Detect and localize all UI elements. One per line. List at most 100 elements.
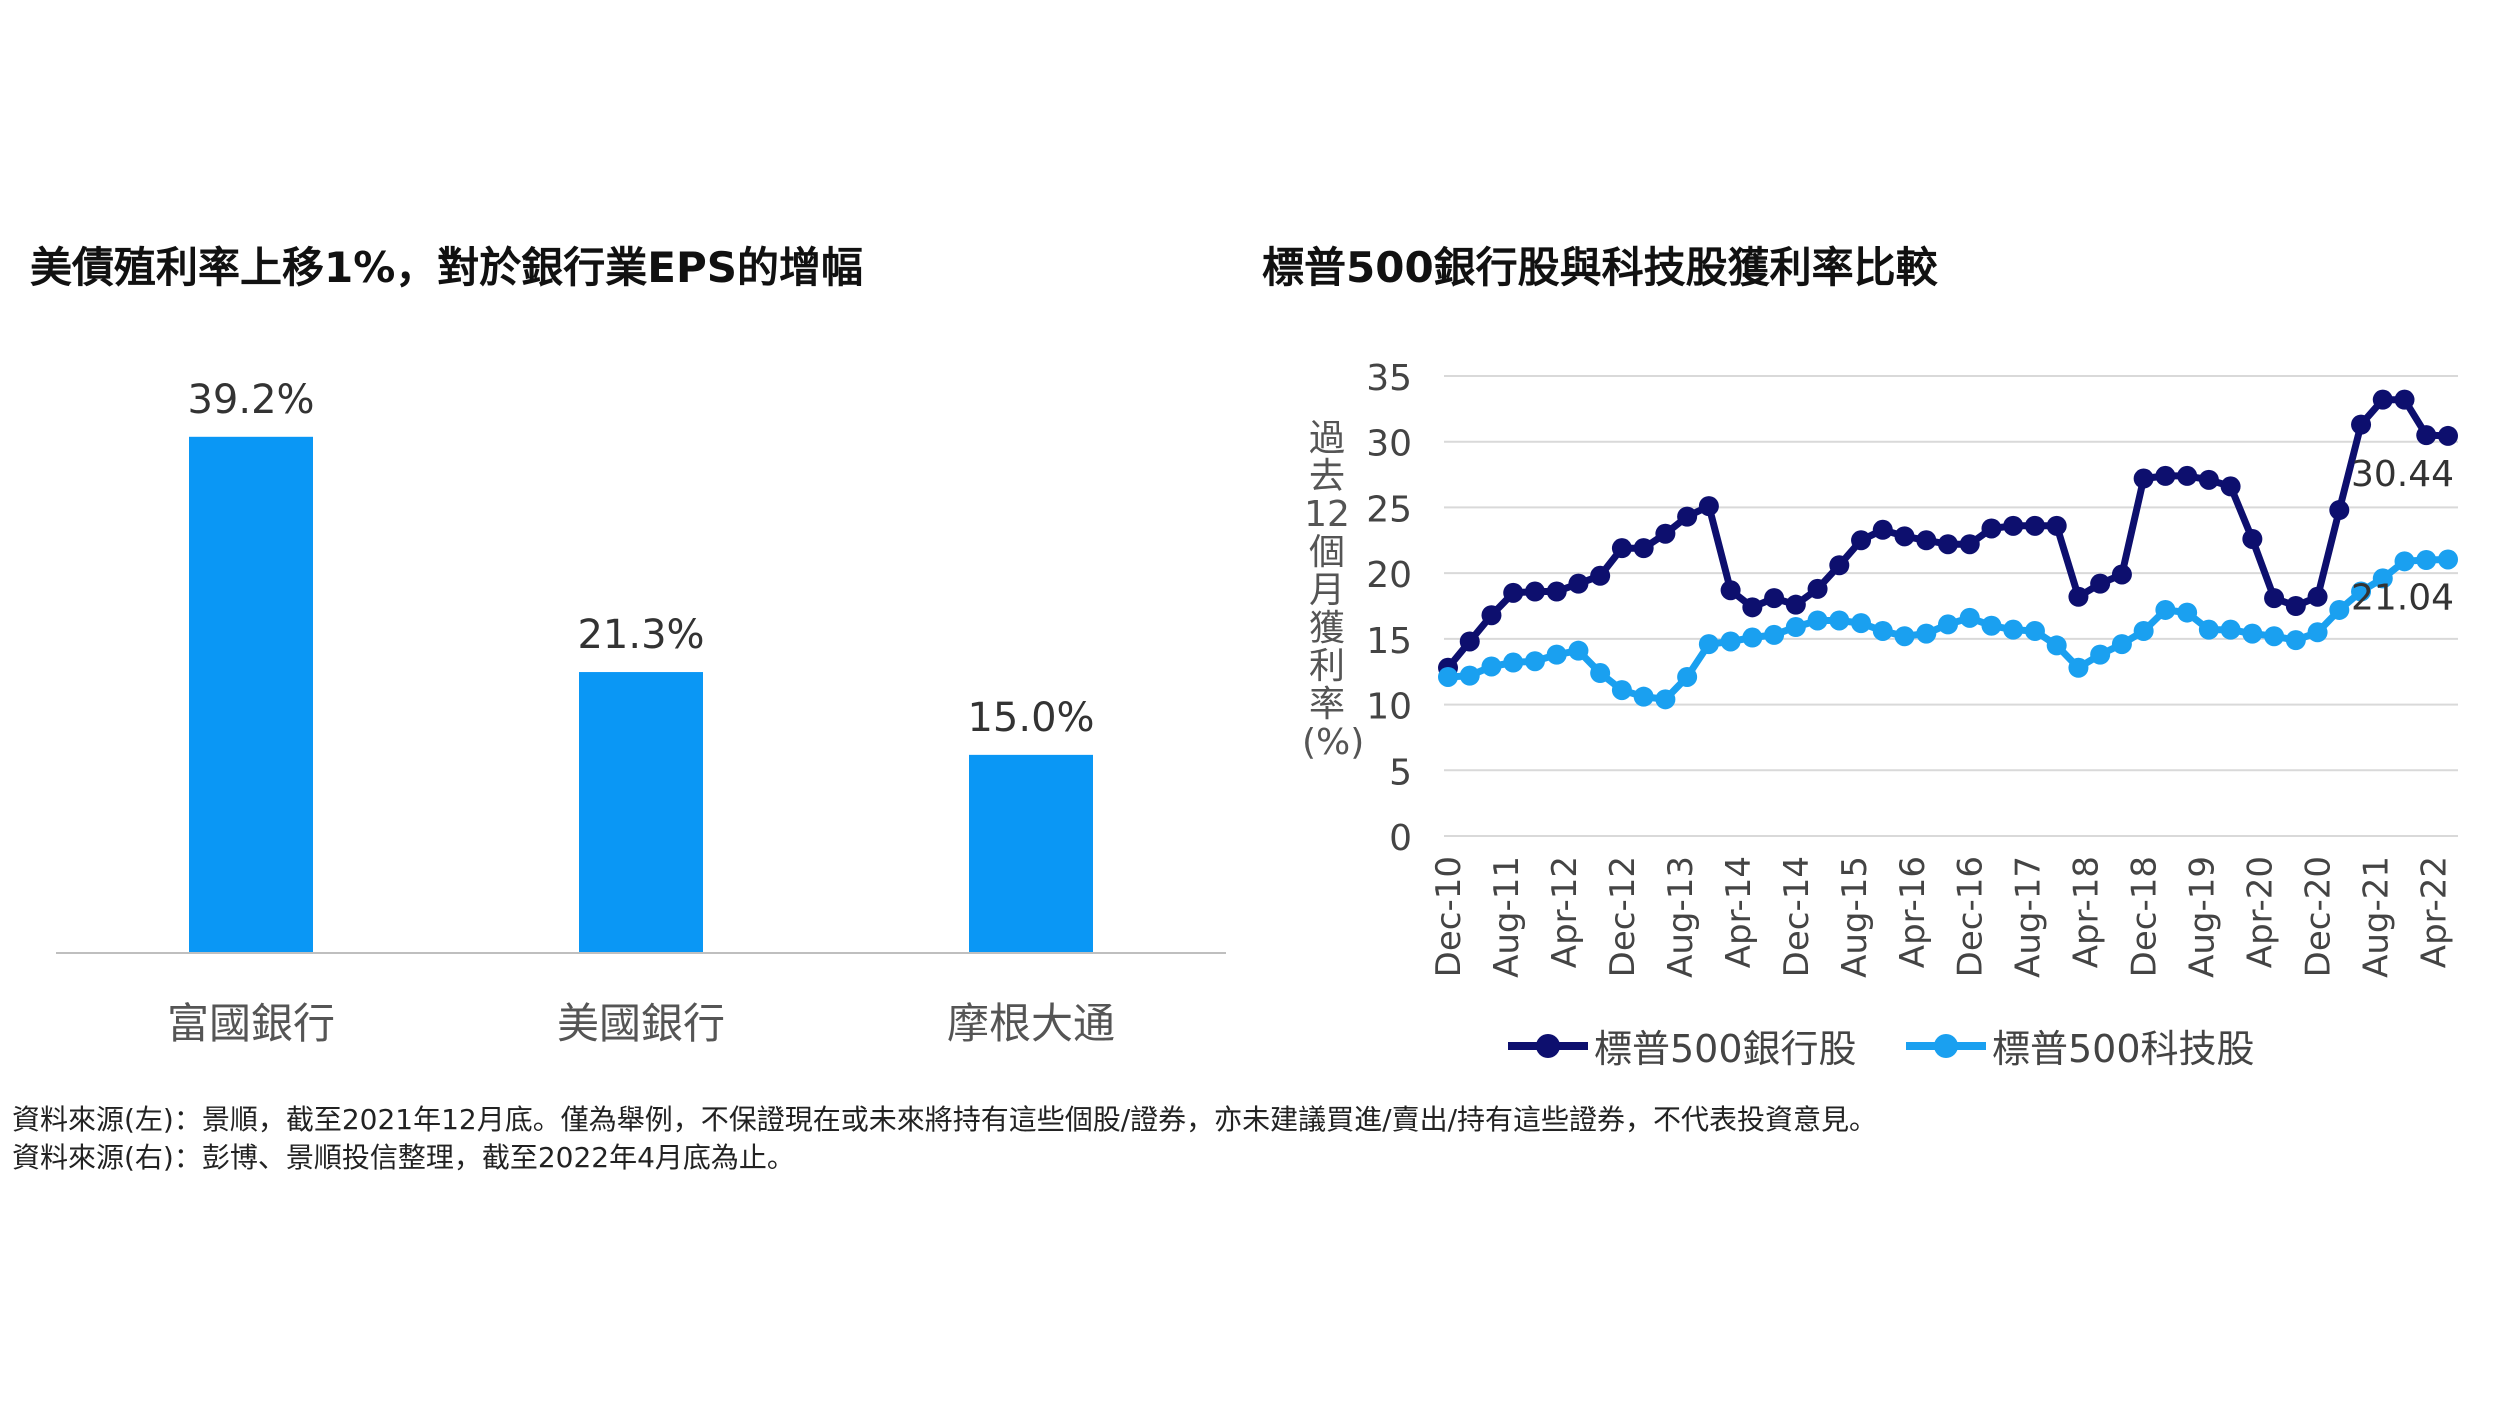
legend-swatch-bank (1508, 1033, 1588, 1058)
end-value-label-tech: 21.04 (2351, 577, 2454, 618)
data-point-tech-11 (1677, 666, 1698, 687)
data-point-bank-19 (1851, 530, 1872, 551)
y-tick-label-5: 25 (1366, 489, 1412, 530)
data-point-bank-33 (2155, 465, 2176, 486)
x-tick-label-16: Aug-21 (2357, 856, 2397, 978)
bar-category-label-3: 摩根大通 (947, 999, 1115, 1048)
data-point-bank-37 (2242, 528, 2263, 549)
data-point-tech-8 (1611, 680, 1632, 701)
data-point-tech-22 (1916, 623, 1937, 644)
source-note-right: 資料來源(右)：彭博、景順投信整理，截至2022年4月底為止。 (12, 1141, 795, 1174)
data-point-tech-42 (2351, 581, 2372, 602)
data-point-bank-17 (1807, 578, 1828, 599)
data-point-bank-8 (1611, 538, 1632, 559)
data-point-tech-39 (2285, 630, 2306, 651)
data-point-bank-10 (1655, 523, 1676, 544)
data-point-tech-17 (1807, 610, 1828, 631)
data-point-bank-2 (1481, 605, 1502, 626)
bar-2 (579, 672, 703, 952)
data-point-bank-28 (2046, 515, 2067, 536)
x-tick-label-13: Aug-19 (2183, 856, 2223, 978)
data-point-tech-14 (1742, 627, 1763, 648)
data-point-tech-6 (1568, 640, 1589, 661)
data-point-tech-26 (2003, 619, 2024, 640)
x-tick-label-15: Dec-20 (2299, 856, 2339, 977)
data-point-tech-7 (1590, 663, 1611, 684)
x-tick-label-1: Aug-11 (1487, 856, 1527, 978)
data-point-tech-40 (2307, 622, 2328, 643)
data-point-tech-29 (2068, 657, 2089, 678)
data-point-tech-35 (2198, 619, 2219, 640)
data-point-tech-36 (2220, 619, 2241, 640)
left-chart-title: 美債殖利率上移1%，對於銀行業EPS的增幅 (30, 243, 864, 292)
data-point-tech-18 (1829, 610, 1850, 631)
x-tick-label-0: Dec-10 (1429, 856, 1469, 977)
x-tick-label-6: Dec-14 (1777, 856, 1817, 977)
x-tick-label-2: Apr-12 (1545, 856, 1585, 968)
data-point-tech-28 (2046, 635, 2067, 656)
line-chart: 0 5 10 15 20 25 30 35 Dec-10 Aug-11 Apr-12 Dec-12 Au… (1366, 358, 2458, 978)
x-tick-label-14: Apr-20 (2241, 856, 2281, 968)
data-point-tech-25 (1981, 615, 2002, 636)
x-tick-label-7: Aug-15 (1835, 856, 1875, 978)
data-point-tech-21 (1894, 626, 1915, 647)
data-point-tech-19 (1851, 613, 1872, 634)
data-point-bank-1 (1459, 631, 1480, 652)
data-point-bank-21 (1894, 526, 1915, 547)
x-tick-label-12: Dec-18 (2125, 856, 2165, 977)
data-point-bank-6 (1568, 573, 1589, 594)
x-tick-label-9: Dec-16 (1951, 856, 1991, 977)
bar-value-label-2: 21.3% (577, 612, 704, 658)
data-point-tech-31 (2111, 634, 2132, 655)
data-point-tech-24 (1959, 607, 1980, 628)
data-point-bank-15 (1764, 588, 1785, 609)
data-point-bank-13 (1720, 580, 1741, 601)
bar-category-label-2: 美國銀行 (557, 999, 725, 1048)
data-point-tech-10 (1655, 689, 1676, 710)
data-point-bank-27 (2024, 515, 2045, 536)
data-point-bank-39 (2285, 596, 2306, 616)
bar-value-label-3: 15.0% (967, 695, 1094, 741)
data-point-bank-12 (1698, 496, 1719, 517)
data-point-bank-4 (1524, 581, 1545, 602)
bar-value-label-1: 39.2% (187, 377, 314, 423)
data-point-bank-29 (2068, 586, 2089, 607)
data-point-tech-1 (1459, 665, 1480, 686)
bar-chart: 39.2% 富國銀行 21.3% 美國銀行 15.0% 摩根大通 (56, 377, 1226, 1048)
data-point-tech-20 (1872, 620, 1893, 641)
y-axis-label: 過去12個月獲利率(%) (1302, 418, 1365, 763)
data-point-tech-46 (2438, 549, 2458, 570)
data-point-tech-16 (1785, 617, 1806, 638)
data-point-tech-38 (2264, 626, 2285, 647)
data-point-bank-23 (1938, 534, 1958, 555)
data-point-tech-15 (1764, 624, 1785, 645)
data-point-bank-7 (1590, 565, 1611, 586)
data-point-tech-45 (2416, 550, 2437, 570)
y-tick-label-4: 20 (1366, 555, 1412, 596)
y-tick-label-2: 10 (1366, 687, 1412, 728)
data-point-tech-0 (1438, 666, 1458, 687)
y-tick-label-1: 5 (1389, 752, 1412, 793)
x-tick-label-17: Apr-22 (2415, 856, 2455, 968)
legend-label-tech: 標普500科技股 (1992, 1027, 2255, 1071)
data-point-tech-43 (2372, 568, 2393, 589)
data-point-tech-9 (1633, 686, 1654, 707)
legend-item-tech: 標普500科技股 (1906, 1018, 2255, 1073)
data-point-bank-24 (1959, 534, 1980, 555)
data-point-tech-37 (2242, 623, 2263, 644)
source-note-left: 資料來源(左)：景順，截至2021年12月底。僅為舉例，不保證現在或未來將持有這… (12, 1103, 1878, 1136)
data-point-tech-4 (1524, 651, 1545, 672)
data-point-bank-9 (1633, 538, 1654, 559)
x-tick-label-5: Apr-14 (1719, 856, 1759, 968)
data-point-tech-41 (2329, 599, 2350, 620)
x-tick-label-11: Apr-18 (2067, 856, 2107, 968)
data-point-bank-41 (2329, 500, 2350, 521)
x-tick-label-10: Aug-17 (2009, 856, 2049, 978)
data-point-bank-46 (2438, 425, 2458, 446)
x-tick-label-3: Dec-12 (1603, 856, 1643, 977)
right-chart-title: 標普500銀行股與科技股獲利率比較 (1262, 243, 1938, 292)
y-tick-label-0: 0 (1389, 818, 1412, 859)
data-point-bank-43 (2372, 389, 2393, 410)
legend-item-bank: 標普500銀行股 (1508, 1018, 1857, 1073)
x-tick-label-4: Aug-13 (1661, 856, 1701, 978)
